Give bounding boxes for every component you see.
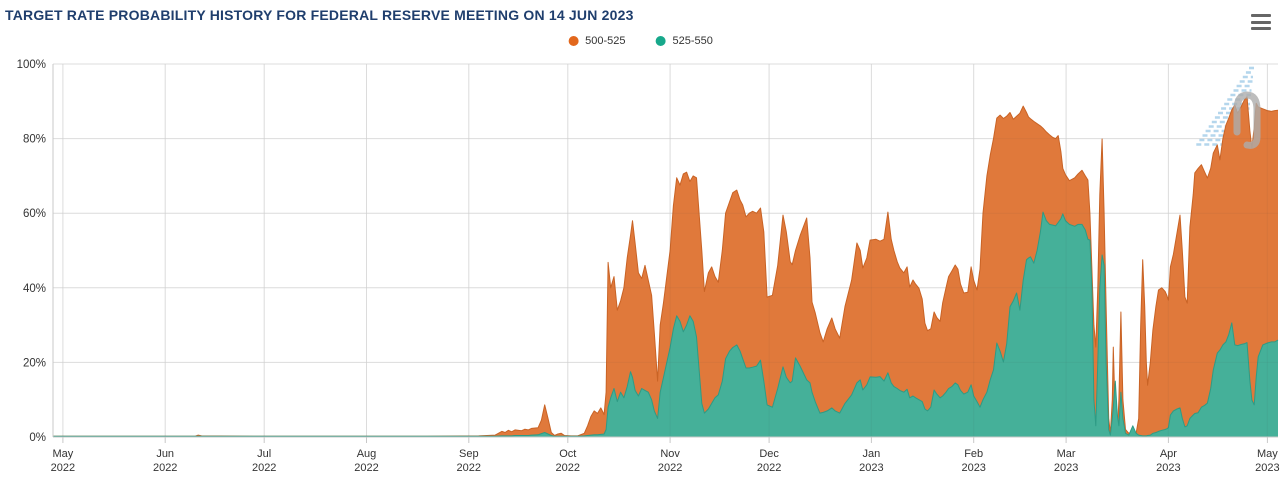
legend-item-525-550[interactable]: 525-550	[655, 35, 713, 47]
area-series-line-525-550	[53, 211, 1279, 437]
x-axis-label-year: 2022	[252, 462, 276, 474]
x-axis-label-month: Apr	[1160, 448, 1177, 460]
x-axis-label-year: 2022	[757, 462, 781, 474]
x-axis-label-month: Aug	[357, 448, 377, 460]
x-axis-label-year: 2023	[1156, 462, 1180, 474]
x-axis-label-month: Oct	[559, 448, 576, 460]
x-axis-label-month: Mar	[1057, 448, 1076, 460]
x-axis-label-year: 2022	[457, 462, 481, 474]
x-axis-label-month: Sep	[459, 448, 479, 460]
y-axis-label: 20%	[23, 357, 46, 369]
x-axis-label-month: Jun	[156, 448, 174, 460]
legend-label: 500-525	[585, 35, 626, 47]
x-axis-label-year: 2022	[153, 462, 177, 474]
y-axis-label: 100%	[17, 59, 46, 71]
chart-title: TARGET RATE PROBABILITY HISTORY FOR FEDE…	[5, 7, 634, 23]
x-axis-label-month: Jul	[257, 448, 271, 460]
x-axis-label-month: Dec	[759, 448, 779, 460]
area-series-line-500-525	[53, 96, 1279, 437]
legend-marker-icon	[568, 36, 579, 46]
x-axis-label-month: Jan	[863, 448, 881, 460]
x-axis-label-year: 2022	[51, 462, 75, 474]
x-axis-label-year: 2022	[354, 462, 378, 474]
hamburger-menu-icon	[1251, 27, 1271, 30]
x-axis-label-year: 2023	[961, 462, 985, 474]
x-axis-label-month: May	[53, 448, 74, 460]
legend: 500-525 525-550	[568, 35, 713, 47]
y-axis-label: 40%	[23, 283, 46, 295]
x-axis-label-year: 2023	[859, 462, 883, 474]
hamburger-menu-icon	[1251, 14, 1271, 17]
y-axis-label: 0%	[29, 432, 46, 444]
x-axis-label-year: 2022	[658, 462, 682, 474]
x-axis-label-month: May	[1257, 448, 1278, 460]
x-axis-label-year: 2023	[1054, 462, 1078, 474]
chart-context-menu-button[interactable]	[1246, 9, 1276, 35]
x-axis-label-year: 2023	[1255, 462, 1279, 474]
x-axis-label-month: Nov	[660, 448, 680, 460]
watermark-logo-glyph	[1233, 91, 1261, 149]
x-axis-label-month: Feb	[964, 448, 983, 460]
x-axis-label-year: 2022	[556, 462, 580, 474]
hamburger-menu-icon	[1251, 20, 1271, 24]
area-series-525-550[interactable]	[53, 212, 1278, 437]
y-axis-label: 60%	[23, 208, 46, 220]
y-axis-label: 80%	[23, 134, 46, 146]
legend-label: 525-550	[672, 35, 713, 47]
legend-marker-icon	[655, 36, 666, 46]
area-series-500-525[interactable]	[53, 96, 1278, 438]
legend-item-500-525[interactable]: 500-525	[568, 35, 626, 47]
